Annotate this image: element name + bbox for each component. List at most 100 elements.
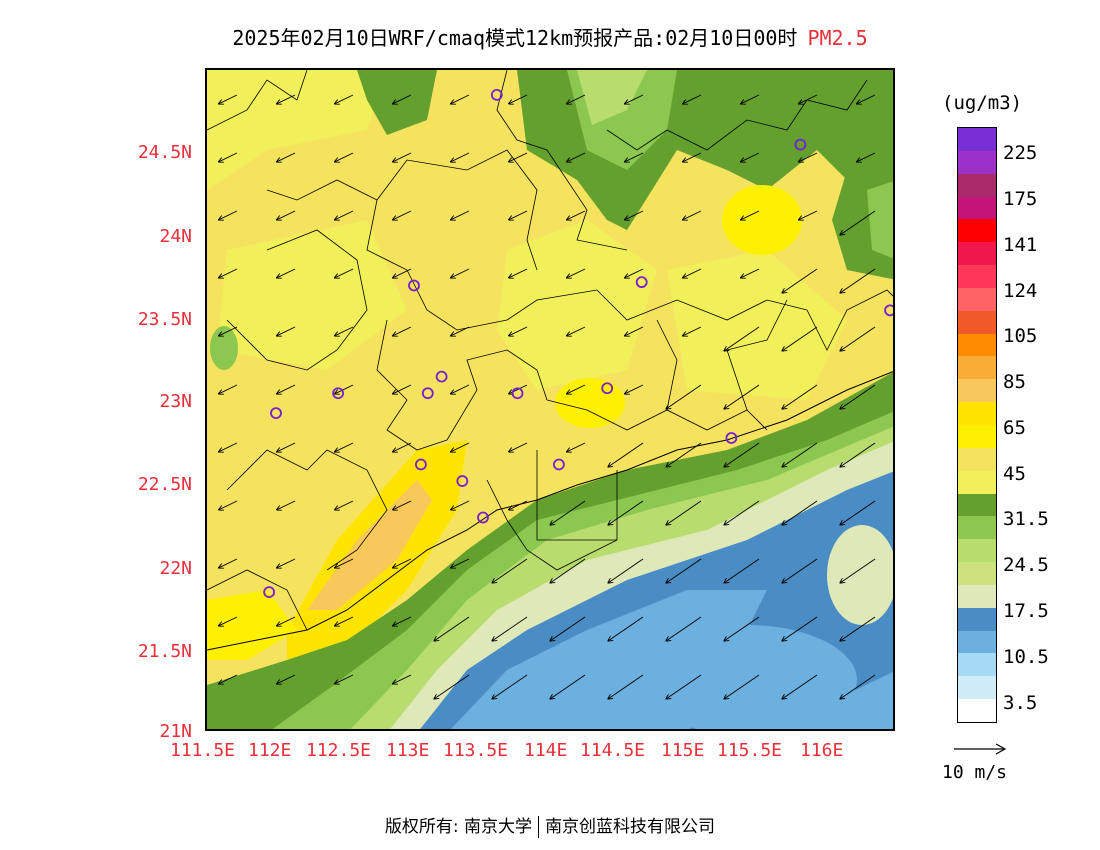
wind-arrow <box>492 558 528 583</box>
wind-arrow <box>782 442 818 467</box>
wind-arrow <box>393 558 412 568</box>
wind-arrow <box>724 674 760 699</box>
wind-arrow <box>393 152 412 162</box>
wind-arrow <box>799 210 818 220</box>
wind-arrow <box>451 558 470 568</box>
wind-arrow <box>434 674 470 699</box>
wind-arrow <box>724 558 760 583</box>
colorbar-segment <box>958 379 996 403</box>
coastline <box>207 371 893 651</box>
wind-arrow <box>799 94 818 104</box>
lon-label: 111.5E <box>170 740 236 761</box>
wind-arrow <box>219 558 238 568</box>
colorbar-segment <box>958 493 996 517</box>
wind-legend-label: 10 m/s <box>942 762 1008 783</box>
wind-arrow <box>219 152 238 162</box>
colorbar-label: 225 <box>1003 142 1038 164</box>
wind-vectors <box>219 94 876 699</box>
wind-arrow <box>567 268 586 278</box>
wind-arrow <box>393 210 412 220</box>
colorbar-segment <box>958 173 996 197</box>
wind-arrow <box>608 500 644 525</box>
lon-label: 113.5E <box>443 740 509 761</box>
wind-arrow <box>492 616 528 641</box>
wind-arrow <box>509 94 528 104</box>
colorbar-label: 141 <box>1003 234 1038 256</box>
lon-label: 114.5E <box>580 740 646 761</box>
wind-arrow <box>840 384 876 409</box>
wind-arrow <box>840 326 876 351</box>
yellow-spot <box>722 185 802 255</box>
lat-label: 23N <box>159 391 192 412</box>
wind-arrow <box>492 674 528 699</box>
colorbar-segment <box>958 447 996 471</box>
colorbar-segment <box>958 607 996 631</box>
colorbar-segment <box>958 516 996 540</box>
wind-arrow <box>666 442 702 467</box>
wind-arrow <box>335 384 354 394</box>
yellow-spot <box>555 378 625 428</box>
wind-arrow <box>666 500 702 525</box>
green-zone-east-inner <box>867 181 893 259</box>
footer: 版权所有: 南京大学 南京创蓝科技有限公司 <box>0 812 1100 838</box>
colorbar-segment <box>958 699 996 722</box>
wind-arrow <box>782 384 818 409</box>
wind-arrow <box>840 210 876 235</box>
wind-arrow <box>219 442 238 452</box>
wind-arrow <box>393 674 412 684</box>
colorbar-label: 3.5 <box>1003 692 1038 714</box>
station-marker <box>490 88 503 101</box>
colorbar-segment <box>958 562 996 585</box>
lat-label: 23.5N <box>137 309 192 330</box>
wind-arrow <box>550 674 586 699</box>
station-marker <box>794 138 807 151</box>
wind-arrow <box>335 326 354 336</box>
colorbar-label: 31.5 <box>1003 508 1049 530</box>
wind-arrow <box>451 500 470 510</box>
wind-arrow <box>335 268 354 278</box>
pale-green-zone <box>577 70 647 125</box>
wind-arrow <box>219 674 238 684</box>
wind-arrow <box>335 442 354 452</box>
lat-label: 21.5N <box>137 641 192 662</box>
wind-arrow <box>509 268 528 278</box>
chart-title: 2025年02月10日WRF/cmaq模式12km预报产品:02月10日00时 P… <box>0 22 1100 51</box>
wind-arrow <box>335 616 354 626</box>
wind-arrow <box>857 152 876 162</box>
wind-arrow <box>451 268 470 278</box>
wind-arrow <box>277 268 296 278</box>
wind-arrow <box>608 442 644 467</box>
colorbar-segment <box>958 242 996 266</box>
colorbar-label: 65 <box>1003 417 1026 439</box>
wind-arrow <box>277 558 296 568</box>
wind-arrow <box>277 384 296 394</box>
sea-light-blue <box>775 671 893 729</box>
wind-arrow <box>434 616 470 641</box>
orange-band <box>307 480 432 610</box>
colorbar-segment <box>958 424 996 448</box>
wind-arrow <box>840 674 876 699</box>
colorbar-segment <box>958 128 996 151</box>
wind-arrow <box>509 210 528 220</box>
yellow-sw <box>207 590 297 660</box>
colorbar-segment <box>958 219 996 243</box>
wind-arrow <box>219 500 238 510</box>
wind-arrow <box>451 442 470 452</box>
wind-arrow <box>393 500 412 510</box>
colorbar-segment <box>958 470 996 494</box>
station-marker <box>477 511 489 524</box>
station-marker <box>408 279 420 292</box>
wind-arrow <box>335 558 354 568</box>
green-patch-west <box>210 326 238 370</box>
wind-arrow <box>741 268 760 278</box>
concentration-map <box>207 70 893 729</box>
wind-arrow <box>277 326 296 336</box>
colorbar-segment <box>958 653 996 677</box>
wind-arrow <box>451 384 470 394</box>
station-marker <box>414 458 427 471</box>
wind-arrow <box>840 616 876 641</box>
colorbar-segment <box>958 402 996 425</box>
colorbar-label: 124 <box>1003 280 1038 302</box>
wind-arrow <box>782 268 818 293</box>
wind-arrow <box>683 210 702 220</box>
